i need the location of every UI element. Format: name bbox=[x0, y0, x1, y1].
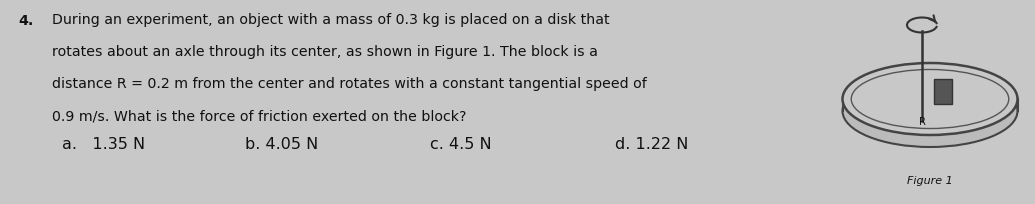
Text: 4.: 4. bbox=[18, 14, 33, 28]
Text: 0.9 m/s. What is the force of friction exerted on the block?: 0.9 m/s. What is the force of friction e… bbox=[52, 109, 467, 123]
Text: R: R bbox=[919, 117, 925, 127]
Text: a.   1.35 N: a. 1.35 N bbox=[62, 137, 145, 152]
Ellipse shape bbox=[842, 75, 1017, 147]
Text: During an experiment, an object with a mass of 0.3 kg is placed on a disk that: During an experiment, an object with a m… bbox=[52, 13, 610, 27]
Text: distance R = 0.2 m from the center and rotates with a constant tangential speed : distance R = 0.2 m from the center and r… bbox=[52, 77, 647, 91]
Text: c. 4.5 N: c. 4.5 N bbox=[430, 137, 492, 152]
Ellipse shape bbox=[842, 63, 1017, 135]
Text: d. 1.22 N: d. 1.22 N bbox=[615, 137, 688, 152]
Bar bbox=[934, 79, 952, 103]
Text: b. 4.05 N: b. 4.05 N bbox=[245, 137, 318, 152]
Text: rotates about an axle through its center, as shown in Figure 1. The block is a: rotates about an axle through its center… bbox=[52, 45, 598, 59]
Text: Figure 1: Figure 1 bbox=[907, 176, 953, 186]
